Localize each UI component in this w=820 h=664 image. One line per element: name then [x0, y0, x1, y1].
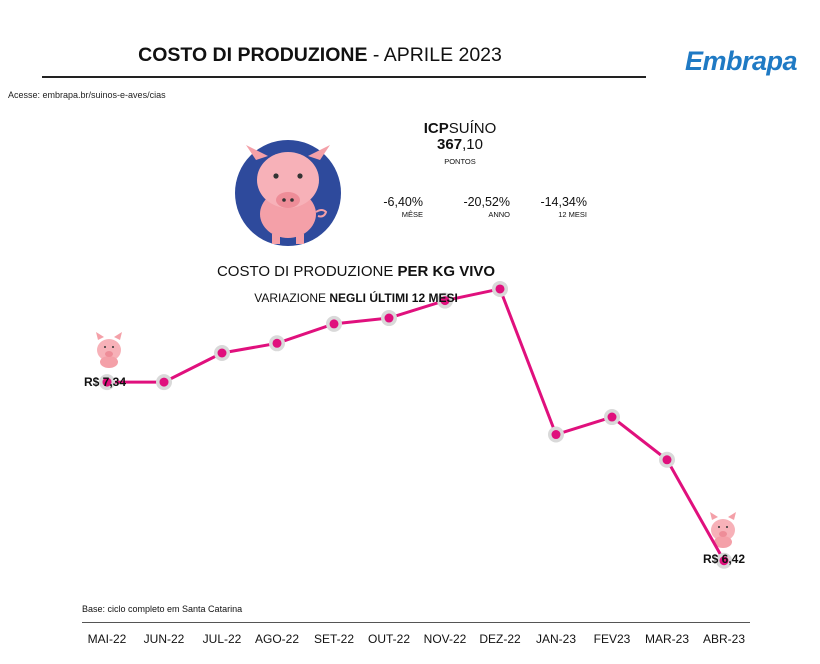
variation-month: -6,40% MÊSE	[355, 195, 423, 219]
page-title: COSTO DI PRODUZIONE - APRILE 2023	[0, 44, 640, 67]
chart-title: COSTO DI PRODUZIONE PER KG VIVO	[0, 263, 712, 280]
x-tick-label: AGO-22	[255, 632, 299, 646]
data-point-jun-22	[156, 374, 172, 391]
access-note: Acesse: embrapa.br/suinos-e-aves/cias	[8, 90, 166, 100]
data-point-abr-23	[716, 552, 732, 569]
variation-month-label: MÊSE	[401, 210, 423, 219]
data-point-fev23	[604, 409, 620, 426]
first-value-label: R$ 7,34	[84, 375, 127, 389]
icp-index: ICPSUÍNO 367,10 PONTOS	[380, 120, 540, 166]
variation-12-months-label: 12 MESI	[558, 210, 587, 219]
base-note: Base: ciclo completo em Santa Catarina	[82, 604, 243, 614]
data-point-set-22	[326, 315, 342, 332]
data-point-jan-23	[548, 426, 564, 443]
pig-end-icon	[710, 512, 736, 548]
data-point-out-22	[381, 310, 397, 327]
x-tick-label: DEZ-22	[479, 632, 521, 646]
x-tick-label: ABR-23	[703, 632, 745, 646]
pig-badge-icon	[235, 140, 341, 246]
data-point-mar-23	[659, 451, 675, 468]
title-divider	[42, 76, 646, 78]
x-tick-label: MAR-23	[645, 632, 689, 646]
x-tick-label: JUL-22	[203, 632, 242, 646]
x-axis-line	[82, 622, 750, 623]
variation-12-months-value: -14,34%	[540, 195, 587, 209]
data-point-dez-22	[492, 280, 508, 297]
variation-year-label: ANNO	[488, 210, 510, 219]
chart-title-bold: PER KG VIVO	[397, 263, 496, 280]
data-point-jul-22	[214, 345, 230, 361]
data-point-mai-22	[99, 374, 115, 391]
x-tick-label: SET-22	[314, 632, 354, 646]
pig-start-icon	[96, 332, 122, 368]
icp-name: ICPSUÍNO	[380, 120, 540, 137]
x-tick-label: OUT-22	[368, 632, 410, 646]
variation-year-value: -20,52%	[463, 195, 510, 209]
data-point-nov-22	[437, 292, 453, 309]
icp-unit: PONTOS	[444, 157, 476, 166]
last-value-label: R$ 6,42	[703, 552, 746, 566]
variation-month-value: -6,40%	[383, 195, 423, 209]
chart-subtitle-rest: VARIAZIONE	[254, 291, 330, 305]
icp-name-bold: ICP	[423, 120, 449, 137]
chart-title-rest: COSTO DI PRODUZIONE	[216, 263, 398, 280]
chart-subtitle-bold: NEGLI ÚLTIMI 12 MESI	[329, 291, 458, 305]
series-line	[107, 287, 726, 562]
icp-value-int: 367	[437, 136, 463, 153]
chart-subtitle: VARIAZIONE NEGLI ÚLTIMI 12 MESI	[0, 291, 712, 305]
x-tick-label: NOV-22	[424, 632, 467, 646]
icp-value: 367,10	[380, 136, 540, 153]
x-tick-label: JUN-22	[144, 632, 185, 646]
title-rest: - APRILE 2023	[367, 44, 502, 66]
data-point-ago-22	[269, 335, 285, 352]
icp-name-rest: SUÍNO	[448, 120, 497, 137]
variation-year: -20,52% ANNO	[440, 195, 510, 219]
x-tick-label: JAN-23	[536, 632, 576, 646]
x-tick-label: MAI-22	[88, 632, 127, 646]
variation-12-months: -14,34% 12 MESI	[525, 195, 587, 219]
icp-value-dec: ,10	[462, 136, 483, 153]
embrapa-logo: Embrapa	[685, 46, 798, 76]
title-bold: COSTO DI PRODUZIONE	[138, 44, 368, 66]
x-tick-label: FEV23	[594, 632, 631, 646]
